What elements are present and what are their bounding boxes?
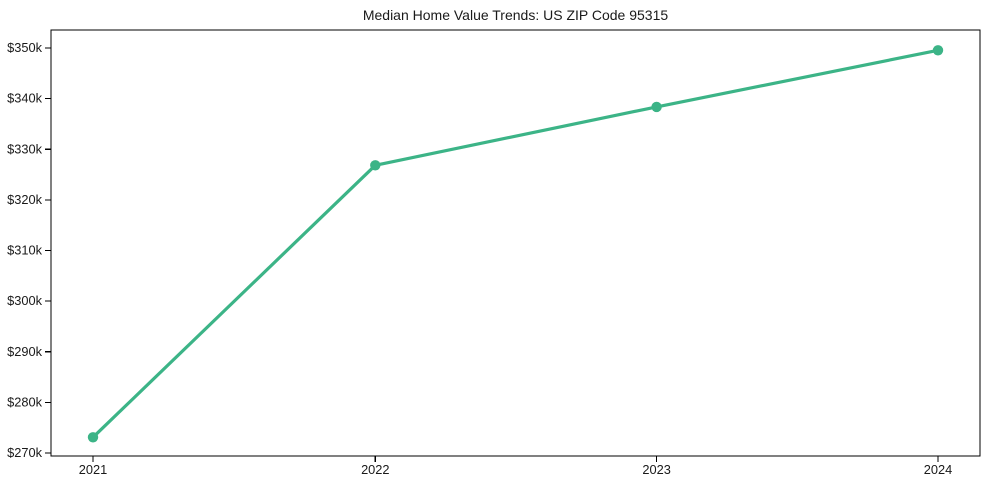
svg-text:$320k: $320k xyxy=(7,192,42,207)
svg-text:$350k: $350k xyxy=(7,40,42,55)
svg-text:$340k: $340k xyxy=(7,91,42,106)
svg-text:2021: 2021 xyxy=(79,462,107,477)
svg-text:$270k: $270k xyxy=(7,445,42,460)
svg-text:2022: 2022 xyxy=(361,462,389,477)
svg-text:$300k: $300k xyxy=(7,293,42,308)
svg-text:$310k: $310k xyxy=(7,243,42,258)
svg-text:$330k: $330k xyxy=(7,141,42,156)
svg-text:$280k: $280k xyxy=(7,394,42,409)
svg-text:2024: 2024 xyxy=(924,462,952,477)
svg-text:$290k: $290k xyxy=(7,344,42,359)
svg-text:2023: 2023 xyxy=(642,462,670,477)
